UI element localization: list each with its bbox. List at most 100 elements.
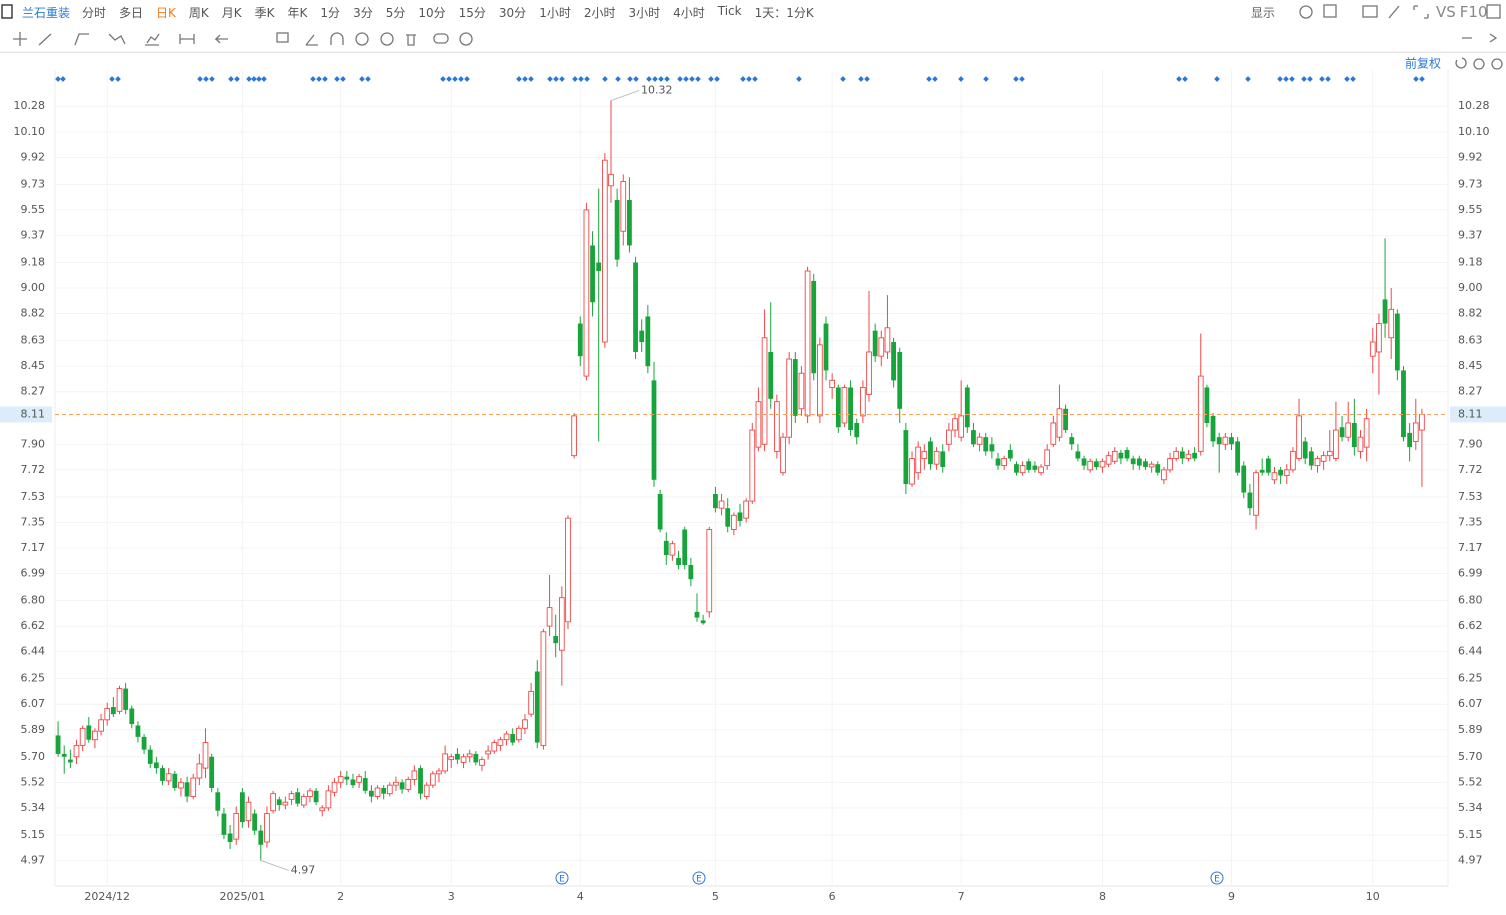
candle-body	[245, 801, 252, 822]
settings-icon[interactable]	[1299, 5, 1313, 19]
candle-body	[657, 493, 663, 530]
move-tool[interactable]	[13, 32, 27, 46]
line-tool[interactable]	[38, 33, 52, 46]
event-dot	[322, 76, 328, 82]
arrow-tool[interactable]	[214, 34, 228, 44]
candle-body	[798, 372, 805, 410]
event-dot	[683, 76, 689, 82]
pen-icon[interactable]	[1388, 5, 1400, 19]
candle-body	[718, 500, 725, 509]
period-button[interactable]: Tick	[717, 3, 742, 18]
event-dot	[708, 76, 714, 82]
candle-body	[1357, 436, 1364, 452]
candle-body	[1419, 414, 1425, 431]
event-dot	[246, 76, 252, 82]
f10[interactable]: F10	[1459, 3, 1488, 21]
candle-body	[374, 787, 381, 797]
period-button[interactable]: 3小时	[628, 5, 661, 20]
event-marker[interactable]	[555, 871, 569, 885]
wave-tool[interactable]	[108, 33, 126, 45]
period-button[interactable]: 季K	[254, 5, 275, 20]
y-tick-label-right: 9.92	[1458, 150, 1483, 163]
candle-body	[583, 209, 590, 377]
fullscreen-icon[interactable]	[1413, 5, 1429, 19]
interval[interactable]: 1天：1分K	[754, 5, 814, 20]
delete-tool[interactable]	[406, 34, 416, 46]
period-button[interactable]: 2小时	[583, 5, 616, 20]
period-button[interactable]: 多日	[119, 5, 144, 20]
link-tool[interactable]	[433, 33, 449, 44]
period-button[interactable]: 日K	[156, 5, 176, 20]
y-tick-label: 9.18	[21, 255, 46, 268]
candle-body	[522, 719, 528, 729]
candle-body	[473, 753, 479, 763]
display[interactable]: 显示	[1251, 5, 1276, 20]
period-button[interactable]: 15分	[458, 5, 486, 20]
candle-body	[1339, 427, 1345, 438]
period-button[interactable]: 5分	[385, 5, 406, 20]
event-dot	[926, 76, 932, 82]
candle-body	[503, 733, 510, 741]
vs[interactable]: VS	[1436, 3, 1456, 21]
period-button[interactable]: 10分	[418, 5, 446, 20]
candle-body	[601, 159, 608, 343]
candle-body	[651, 380, 657, 480]
magnet-tool[interactable]	[330, 32, 344, 45]
display-menu[interactable]: 显示	[1251, 0, 1275, 24]
compare[interactable]: VS F10	[1436, 0, 1488, 24]
y-tick-label-right: 4.97	[1458, 853, 1483, 866]
event-dot	[365, 76, 371, 82]
candle-body	[1283, 469, 1290, 476]
event-dot	[572, 76, 578, 82]
period-button[interactable]: 3分	[353, 5, 373, 20]
candle-body	[872, 330, 878, 357]
y-tick-label: 4.97	[21, 853, 46, 866]
period-button[interactable]: 分时	[82, 5, 107, 20]
period-button[interactable]: 1分	[320, 5, 341, 20]
candle-body	[1185, 453, 1192, 459]
channel-tool[interactable]	[74, 33, 89, 46]
undo-redo[interactable]	[1462, 33, 1498, 43]
event-marker[interactable]	[1210, 871, 1224, 885]
candle-body	[1192, 452, 1198, 459]
y-tick-label: 9.37	[21, 228, 46, 241]
period-button[interactable]: 4小时	[673, 5, 705, 20]
lock-tool[interactable]	[355, 32, 369, 46]
event-dot	[677, 76, 683, 82]
adjust-button[interactable]: 前复权	[1405, 56, 1441, 71]
candle-body	[780, 436, 786, 474]
angle-tool[interactable]	[305, 34, 318, 46]
zoom-out[interactable]	[1473, 58, 1485, 70]
reset-icon[interactable]	[1455, 57, 1467, 69]
candle-body	[429, 773, 436, 786]
note-tool[interactable]	[276, 32, 289, 43]
period-button[interactable]: 年K	[287, 5, 308, 20]
candle-body	[835, 387, 841, 428]
zoom-in[interactable]	[1491, 58, 1503, 70]
candle-body	[411, 770, 418, 780]
period-button[interactable]: 1小时	[539, 5, 571, 20]
event-dot	[109, 76, 115, 82]
camera-icon[interactable]	[1362, 5, 1378, 18]
candle-body	[1407, 432, 1413, 448]
event-dot	[584, 76, 590, 82]
measure-tool[interactable]	[179, 34, 195, 44]
period-button[interactable]: 30分	[498, 5, 527, 20]
sidebar-icon[interactable]	[1486, 4, 1501, 19]
stock-name[interactable]: 兰石重装	[22, 5, 71, 20]
candle-body	[737, 512, 743, 521]
y-tick-label-right: 6.80	[1458, 594, 1483, 607]
settings-tool[interactable]	[459, 32, 473, 46]
layout-icon[interactable]	[1, 4, 13, 19]
eye-tool[interactable]	[380, 32, 394, 46]
candle-body	[743, 500, 749, 519]
y-tick-label: 9.00	[21, 281, 46, 294]
candle-body	[227, 833, 233, 842]
period-button[interactable]: 周K	[188, 5, 209, 20]
candle-body	[761, 337, 768, 445]
panel-icon[interactable]	[1323, 4, 1337, 18]
fib-tool[interactable]	[145, 33, 160, 46]
candle-body	[129, 708, 135, 725]
event-marker[interactable]	[692, 871, 706, 885]
period-button[interactable]: 月K	[221, 5, 242, 20]
